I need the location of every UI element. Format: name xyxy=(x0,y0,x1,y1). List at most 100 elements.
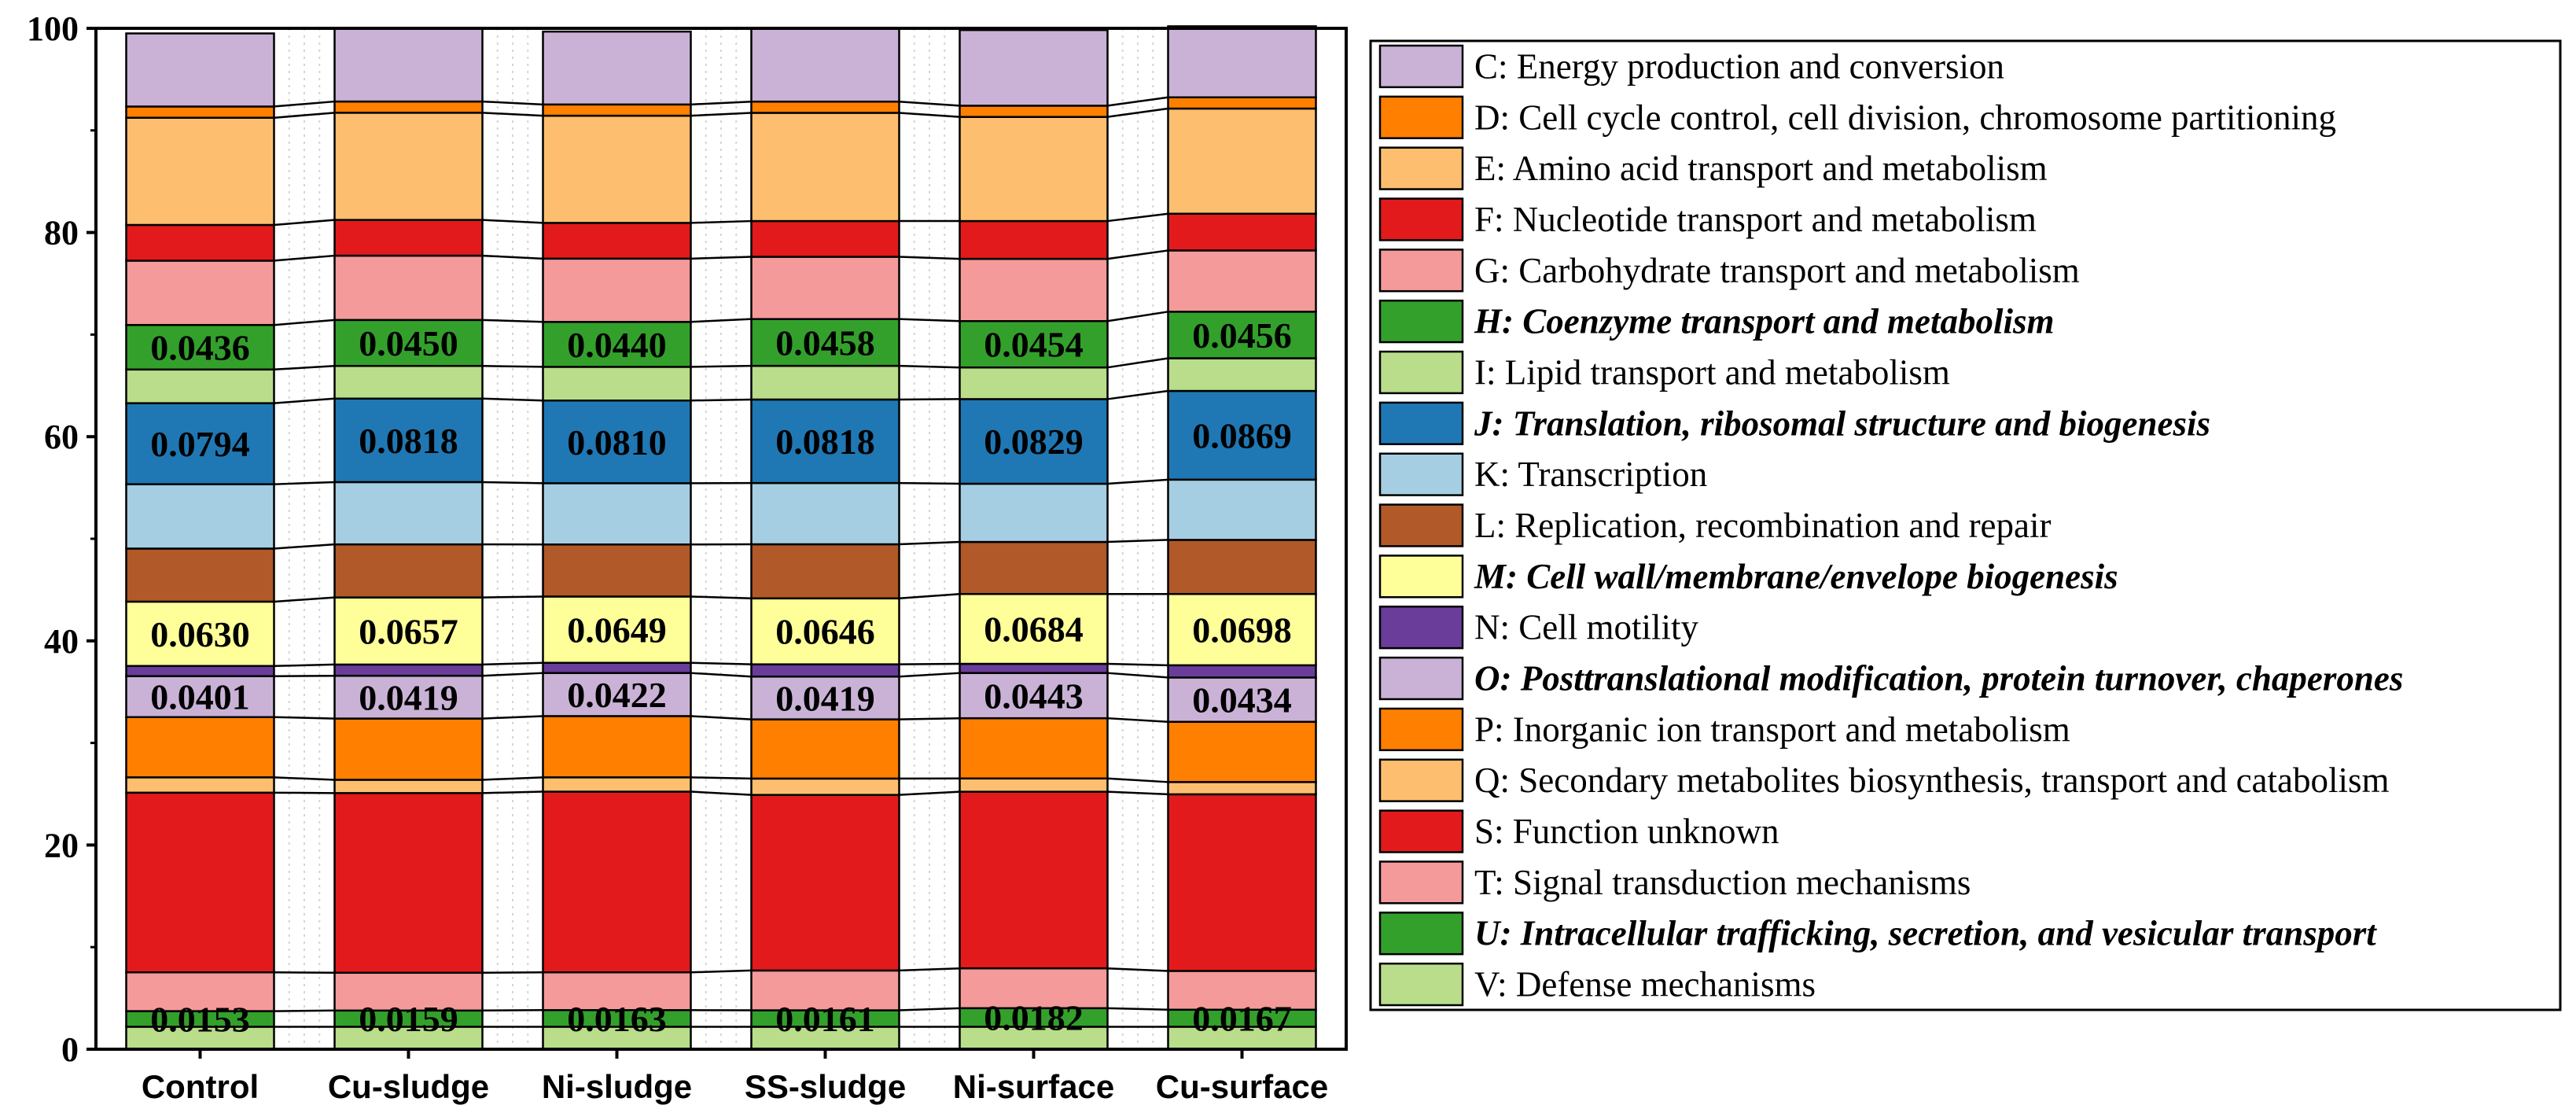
legend-swatch xyxy=(1378,401,1464,445)
legend-item-h: H: Coenzyme transport and metabolism xyxy=(1378,299,2055,344)
bar-segment-ss-sludge-i xyxy=(750,364,900,401)
segment-connector-lines xyxy=(274,96,1168,1028)
legend-swatch xyxy=(1378,299,1464,344)
data-label-ss-sludge-j: 0.0818 xyxy=(775,422,875,462)
bar-segment-cu-surface-k xyxy=(1167,478,1317,541)
connector-line xyxy=(1107,249,1168,260)
data-label-control-u: 0.0153 xyxy=(150,1000,250,1040)
legend-label: C: Energy production and conversion xyxy=(1474,46,2004,86)
connector-line xyxy=(899,318,960,322)
legend-swatch xyxy=(1378,606,1464,650)
connector-line xyxy=(482,776,543,781)
legend-item-l: L: Replication, recombination and repair xyxy=(1378,503,2052,547)
bar-segment-ss-sludge-t xyxy=(750,969,900,1011)
bar-segment-ni-sludge-l xyxy=(542,543,692,598)
bar-segment-ss-sludge-q xyxy=(750,777,900,796)
legend-swatch xyxy=(1378,146,1464,190)
bar-segment-ni-sludge-n xyxy=(542,661,692,674)
y-tick-label: 0 xyxy=(61,1030,79,1069)
data-label-cu-surface-u: 0.0167 xyxy=(1192,999,1292,1039)
bar-segment-ni-surface-n xyxy=(959,662,1109,674)
connector-line xyxy=(482,100,543,106)
bar-segment-cu-sludge-f xyxy=(333,219,484,257)
data-label-cu-sludge-h: 0.0450 xyxy=(359,323,458,363)
legend-label: J: Translation, ribosomal structure and … xyxy=(1474,403,2210,443)
bar-segment-cu-surface-p xyxy=(1167,720,1317,783)
legend-item-f: F: Nucleotide transport and metabolism xyxy=(1378,197,2037,241)
connector-line xyxy=(482,971,543,974)
bar-segment-cu-sludge-s xyxy=(333,792,484,974)
bar-segment-cu-sludge-c xyxy=(333,27,484,103)
connector-line xyxy=(899,481,960,485)
data-label-cu-surface-h: 0.0456 xyxy=(1192,315,1292,356)
legend-item-k: K: Transcription xyxy=(1378,452,1707,496)
vertical-gridlines xyxy=(288,28,1154,1049)
bar-segment-ni-sludge-k xyxy=(542,482,692,546)
legend-label: D: Cell cycle control, cell division, ch… xyxy=(1474,98,2336,137)
connector-line xyxy=(482,397,543,402)
legend-item-m: M: Cell wall/membrane/envelope biogenesi… xyxy=(1378,554,2118,599)
connector-line xyxy=(899,398,960,401)
bar-stack-cu-surface xyxy=(1167,25,1317,1051)
connector-line xyxy=(274,112,335,119)
connector-line xyxy=(1107,777,1168,783)
legend-label: F: Nucleotide transport and metabolism xyxy=(1474,200,2037,239)
data-label-ss-sludge-h: 0.0458 xyxy=(775,322,875,363)
connector-line xyxy=(899,592,960,600)
connector-line xyxy=(690,969,752,974)
legend: C: Energy production and conversion D: Ce… xyxy=(1369,39,2562,1011)
y-tick-label: 80 xyxy=(44,214,79,252)
connector-line xyxy=(1107,717,1168,723)
connector-line xyxy=(1107,662,1168,667)
data-label-cu-sludge-u: 0.0159 xyxy=(359,999,458,1039)
bar-segment-cu-sludge-q xyxy=(333,779,484,794)
bar-segment-cu-sludge-d xyxy=(333,100,484,114)
legend-swatch xyxy=(1378,350,1464,395)
bar-segment-ss-sludge-n xyxy=(750,663,900,678)
legend-item-v: V: Defense mechanisms xyxy=(1378,962,1816,1007)
connector-line xyxy=(690,112,752,117)
bar-segment-ss-sludge-d xyxy=(750,100,900,114)
legend-swatch xyxy=(1378,860,1464,904)
connector-line xyxy=(274,319,335,326)
connector-line xyxy=(482,112,543,117)
bar-segment-control-o xyxy=(125,675,275,719)
connector-line xyxy=(1107,967,1168,972)
connector-line xyxy=(899,540,960,546)
bar-segment-cu-sludge-t xyxy=(333,971,484,1012)
legend-item-g: G: Carbohydrate transport and metabolism xyxy=(1378,249,2080,293)
bar-segment-ni-surface-s xyxy=(959,790,1109,970)
bar-segment-ni-sludge-d xyxy=(542,103,692,117)
data-label-ni-sludge-h: 0.0440 xyxy=(567,325,667,365)
legend-swatch xyxy=(1378,912,1464,956)
connector-line xyxy=(274,543,335,550)
bar-segment-ni-sludge-p xyxy=(542,715,692,779)
bar-segment-ni-sludge-q xyxy=(542,776,692,793)
bar-segment-cu-sludge-p xyxy=(333,717,484,781)
legend-label: I: Lipid transport and metabolism xyxy=(1474,352,1950,392)
bar-segment-ni-surface-q xyxy=(959,777,1109,793)
legend-label: N: Cell motility xyxy=(1474,608,1699,647)
y-tick-label: 20 xyxy=(44,826,79,864)
data-label-control-o: 0.0401 xyxy=(150,677,250,717)
connector-line xyxy=(274,596,335,603)
bar-segment-ni-surface-f xyxy=(959,219,1109,260)
bar-segment-ni-surface-e xyxy=(959,116,1109,223)
legend-item-d: D: Cell cycle control, cell division, ch… xyxy=(1378,95,2336,139)
connector-line xyxy=(274,776,335,781)
legend-label: M: Cell wall/membrane/envelope biogenesi… xyxy=(1474,557,2118,596)
bar-segment-cu-surface-s xyxy=(1167,793,1317,972)
bar-segment-ss-sludge-k xyxy=(750,481,900,546)
data-label-ni-surface-h: 0.0454 xyxy=(984,325,1084,365)
connector-line xyxy=(899,256,960,260)
bar-segment-cu-surface-m xyxy=(1167,592,1317,667)
bar-stack-ni-surface xyxy=(959,28,1109,1051)
bar-segment-cu-sludge-g xyxy=(333,254,484,322)
legend-label: V: Defense mechanisms xyxy=(1474,965,1816,1004)
legend-item-c: C: Energy production and conversion xyxy=(1378,44,2004,89)
data-label-cu-sludge-m: 0.0657 xyxy=(359,611,458,651)
bar-segment-control-c xyxy=(125,32,275,108)
bar-segment-control-i xyxy=(125,368,275,404)
connector-line xyxy=(482,254,543,260)
x-tick-label-ni-sludge: Ni-sludge xyxy=(542,1068,692,1105)
